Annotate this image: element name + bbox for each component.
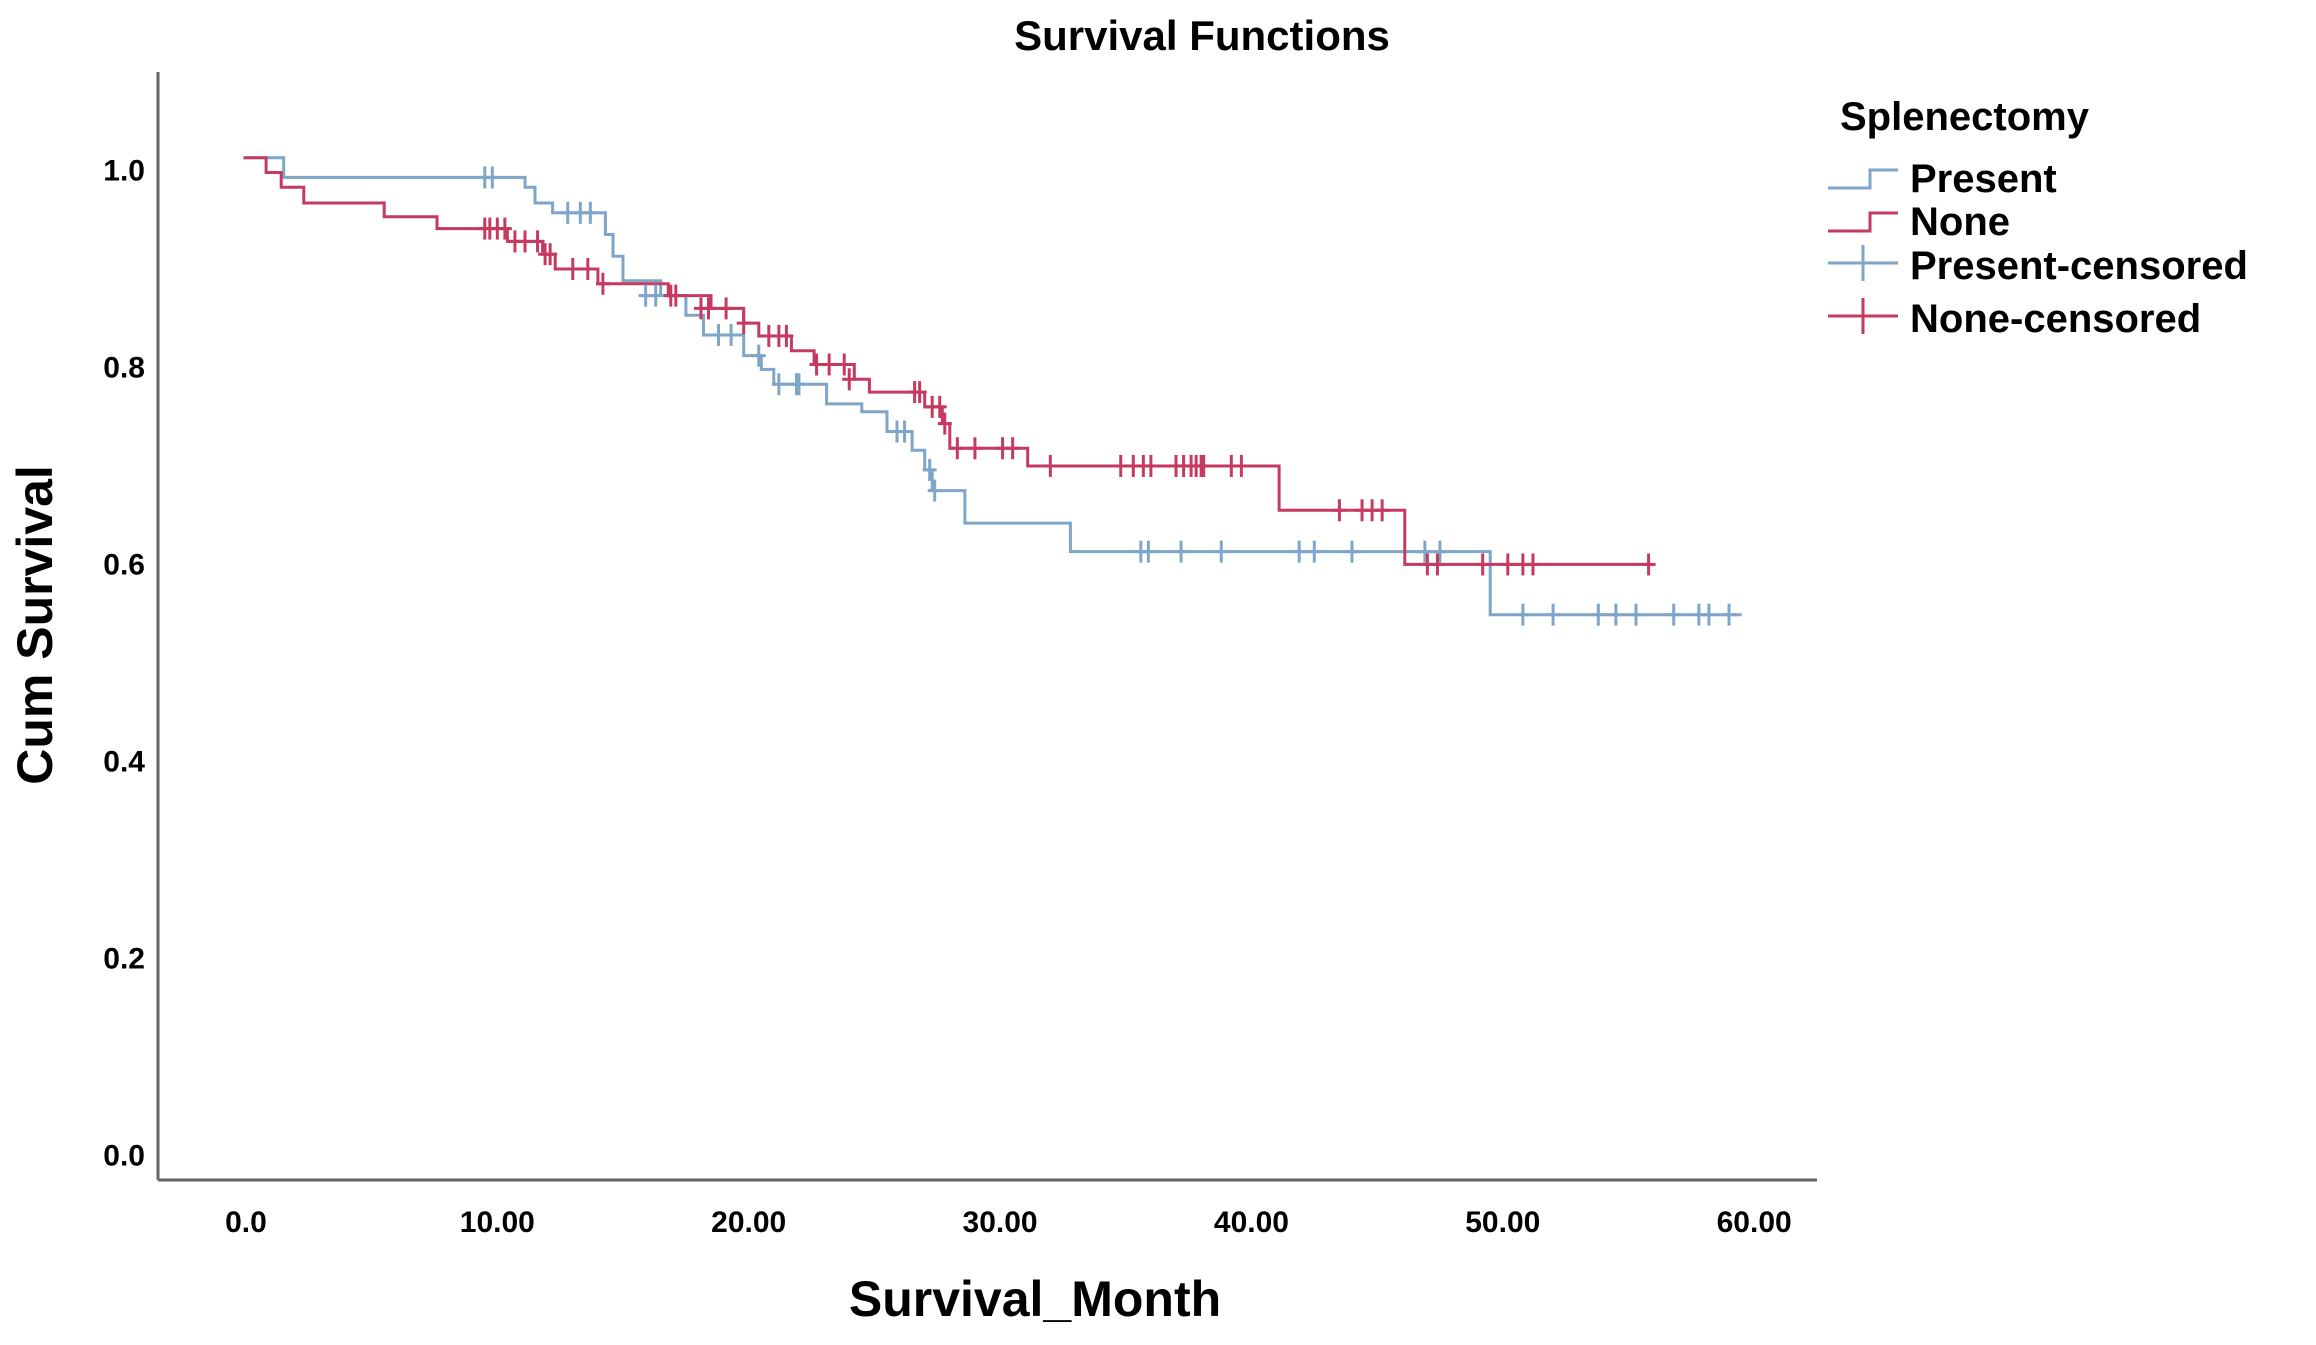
censor-mark-none <box>1332 499 1347 522</box>
censor-mark-present <box>1722 603 1737 626</box>
survival-curve-present <box>243 156 1742 617</box>
censor-mark-present <box>1701 603 1716 626</box>
censor-mark-none <box>1641 553 1656 576</box>
censor-mark-none <box>580 257 595 280</box>
censor-mark-present <box>1174 540 1189 563</box>
censor-mark-present <box>648 284 663 307</box>
censor-mark-present <box>724 323 739 346</box>
legend-symbol-none-censor <box>1828 298 1898 334</box>
censor-mark-none <box>565 257 580 280</box>
censor-mark-none <box>937 412 952 435</box>
legend-label-none-censor: None-censored <box>1910 297 2201 341</box>
censor-mark-none <box>1525 553 1540 576</box>
censor-mark-present <box>922 458 937 481</box>
censor-mark-none <box>543 243 558 266</box>
censor-mark-present <box>1417 540 1432 563</box>
censor-mark-none <box>668 284 683 307</box>
censor-mark-none <box>1196 454 1211 477</box>
legend-symbol-present-step <box>1828 168 1898 190</box>
censor-mark-none <box>932 395 947 418</box>
censor-mark-none <box>912 381 927 404</box>
censor-mark-present <box>1608 603 1623 626</box>
y-axis-title: Cum Survival <box>7 465 63 785</box>
censor-mark-present <box>711 323 726 346</box>
legend-symbol-none-step <box>1828 211 1898 233</box>
legend-symbol-present-censor <box>1828 245 1898 281</box>
censor-mark-none <box>837 353 852 376</box>
censor-mark-none <box>1500 553 1515 576</box>
y-tick-label: 0.6 <box>103 548 145 581</box>
censor-mark-none <box>595 272 610 295</box>
axes <box>156 72 1817 1182</box>
y-tick-label: 0.4 <box>103 745 145 778</box>
legend-title: Splenectomy <box>1840 95 2090 139</box>
censor-mark-none <box>736 312 751 335</box>
censor-mark-present <box>791 373 806 396</box>
censor-mark-present <box>1591 603 1606 626</box>
y-tick-label: 0.8 <box>103 351 145 384</box>
censor-mark-none <box>1043 454 1058 477</box>
x-tick-label: 20.00 <box>711 1206 786 1239</box>
censor-mark-none <box>967 437 982 460</box>
x-tick-labels: 0.0 10.00 20.00 30.00 40.00 50.00 60.00 <box>225 1206 1792 1239</box>
y-tick-labels: 0.0 0.2 0.4 0.6 0.8 1.0 <box>103 154 145 1172</box>
x-tick-label: 0.0 <box>225 1206 267 1239</box>
censor-mark-none <box>842 368 857 391</box>
censor-mark-none <box>517 230 532 253</box>
censor-mark-none <box>779 324 794 347</box>
x-axis-title: Survival_Month <box>849 1271 1221 1327</box>
censor-mark-present <box>485 166 500 189</box>
censor-marks-layer <box>477 166 1737 626</box>
censor-mark-present <box>1629 603 1644 626</box>
x-tick-label: 10.00 <box>460 1206 535 1239</box>
censor-mark-present <box>583 201 598 224</box>
censor-mark-none <box>1475 553 1490 576</box>
censor-mark-present <box>927 479 942 502</box>
censor-mark-none <box>1375 499 1390 522</box>
censor-mark-present <box>1307 540 1322 563</box>
censor-mark-present <box>1432 540 1447 563</box>
censor-mark-none <box>950 437 965 460</box>
censor-mark-present <box>751 344 766 367</box>
legend-label-present-step: Present <box>1910 157 2057 201</box>
censor-mark-none <box>1143 454 1158 477</box>
censor-mark-none <box>719 297 734 320</box>
x-tick-label: 30.00 <box>963 1206 1038 1239</box>
censor-mark-none <box>822 353 837 376</box>
censor-mark-none <box>497 217 512 240</box>
series-layer <box>243 156 1742 617</box>
censor-mark-none <box>530 230 545 253</box>
x-tick-label: 60.00 <box>1717 1206 1792 1239</box>
censor-mark-present <box>1546 603 1561 626</box>
censor-mark-present <box>1214 540 1229 563</box>
censor-mark-present <box>771 373 786 396</box>
censor-mark-none <box>701 297 716 320</box>
y-tick-label: 0.0 <box>103 1139 145 1172</box>
legend-label-none-step: None <box>1910 200 2010 244</box>
censor-mark-none <box>1234 454 1249 477</box>
y-tick-label: 1.0 <box>103 154 145 187</box>
censor-mark-present <box>1344 540 1359 563</box>
survival-curve-none <box>243 156 1652 566</box>
censor-mark-none <box>1430 553 1445 576</box>
x-tick-label: 50.00 <box>1465 1206 1540 1239</box>
censor-mark-present <box>1292 540 1307 563</box>
censor-mark-none <box>809 353 824 376</box>
censor-mark-present <box>1666 603 1681 626</box>
censor-mark-present <box>897 420 912 443</box>
legend-label-present-censor: Present-censored <box>1910 244 2248 288</box>
chart-title: Survival Functions <box>1014 12 1390 59</box>
censor-mark-none <box>1005 437 1020 460</box>
censor-mark-present <box>1515 603 1530 626</box>
x-tick-label: 40.00 <box>1214 1206 1289 1239</box>
censor-mark-present <box>1141 540 1156 563</box>
y-tick-label: 0.2 <box>103 942 145 975</box>
censor-mark-present <box>560 201 575 224</box>
censor-mark-none <box>1113 454 1128 477</box>
